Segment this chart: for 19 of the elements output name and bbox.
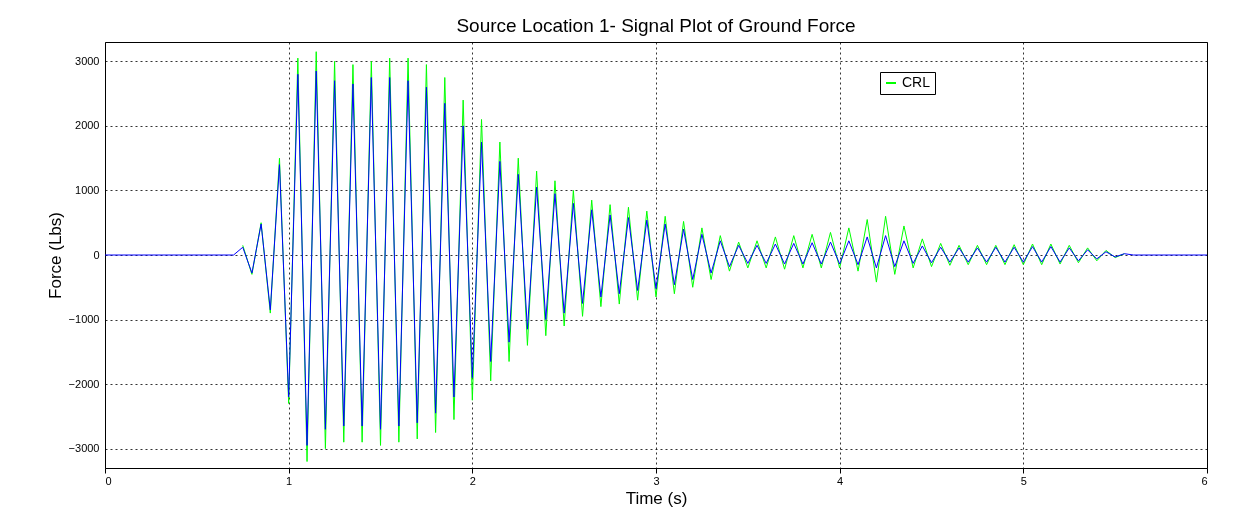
y-tick-label: 3000 xyxy=(75,54,100,67)
x-tick-label: 3 xyxy=(653,474,660,487)
x-tick-label: 2 xyxy=(469,474,476,487)
x-axis-title: Time (s) xyxy=(625,488,688,508)
y-tick-label: −2000 xyxy=(68,377,100,390)
x-tick-label: 6 xyxy=(1201,474,1208,487)
x-tick-label: 1 xyxy=(286,474,293,487)
y-tick-label: −1000 xyxy=(68,313,100,326)
x-tick-label: 0 xyxy=(105,474,112,487)
x-tick-label: 5 xyxy=(1020,474,1027,487)
y-tick-label: 1000 xyxy=(75,183,100,196)
y-tick-label: 2000 xyxy=(75,119,100,132)
legend-label: CRL xyxy=(902,74,931,90)
y-axis-title: Force (Lbs) xyxy=(45,212,65,299)
x-tick-label: 4 xyxy=(837,474,844,487)
y-tick-label: −3000 xyxy=(68,442,100,455)
chart-title: Source Location 1- Signal Plot of Ground Force xyxy=(456,15,856,36)
y-tick-label: 0 xyxy=(93,248,100,261)
line-series xyxy=(104,70,1208,446)
